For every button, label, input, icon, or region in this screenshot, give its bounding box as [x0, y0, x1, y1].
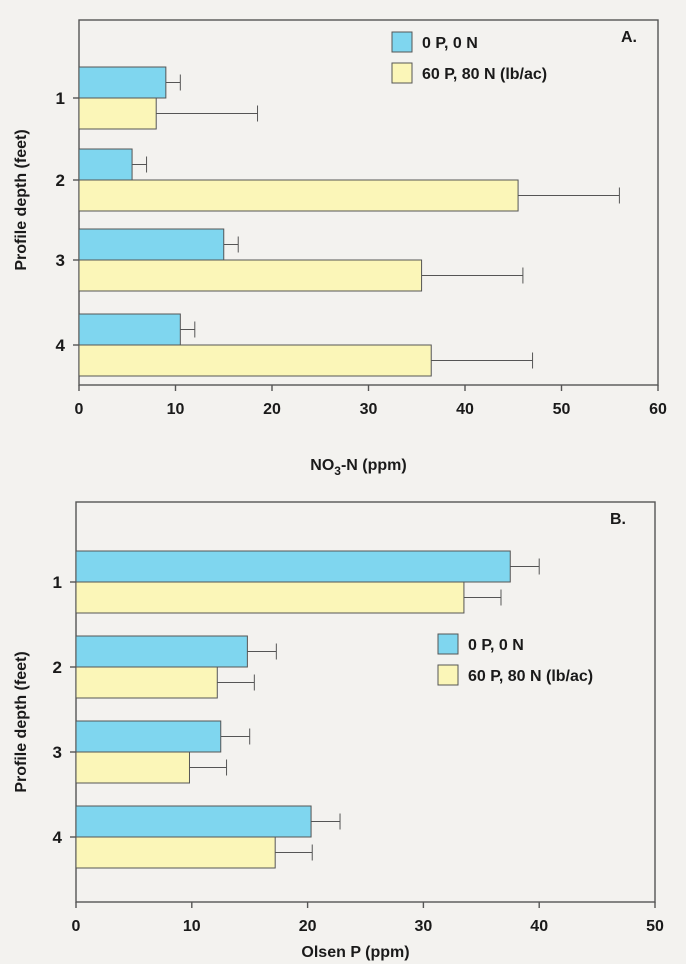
y-axis-title: Profile depth (feet): [13, 651, 30, 792]
x-tick-label: 40: [530, 918, 548, 935]
x-tick-label: 50: [646, 918, 664, 935]
x-axis-title-rest: -N (ppm): [341, 457, 407, 474]
legend-label-fertilized: 60 P, 80 N (lb/ac): [468, 668, 593, 685]
bar-fertilized-depth-2: [78, 179, 519, 212]
x-tick-label: 0: [75, 401, 84, 418]
y-category-label: 2: [53, 658, 62, 677]
legend-swatch-fertilized: [437, 664, 459, 686]
x-tick-label: 10: [183, 918, 201, 935]
y-category-label: 3: [53, 743, 62, 762]
x-tick-label: 40: [456, 401, 474, 418]
bar-fertilized-depth-2: [75, 666, 218, 699]
bar-control-depth-2: [78, 148, 133, 181]
bar-fertilized-depth-4: [75, 836, 276, 869]
x-tick-label: 50: [553, 401, 571, 418]
plot-frame: [75, 501, 656, 903]
bar-fertilized-depth-1: [75, 581, 465, 614]
x-axis-title-subscript: 3: [334, 464, 341, 478]
legend-swatch-fertilized: [391, 62, 413, 84]
bar-control-depth-1: [75, 550, 511, 583]
x-tick-label: 60: [649, 401, 667, 418]
bar-fertilized-depth-3: [78, 259, 423, 292]
x-tick-label: 0: [72, 918, 81, 935]
bar-fertilized-depth-1: [78, 97, 157, 130]
x-tick-label: 30: [360, 401, 378, 418]
bar-control-depth-4: [78, 313, 181, 346]
x-axis-title: Olsen P (ppm): [301, 944, 409, 961]
legend-swatch-control: [437, 633, 459, 655]
legend-swatch-control: [391, 31, 413, 53]
y-category-label: 2: [56, 171, 65, 190]
y-category-label: 3: [56, 251, 65, 270]
panel-b-chart: 1 2 3 4 0 10 20 30 40 50 Profile depth (feet) Olsen…: [0, 482, 686, 964]
y-category-label: 1: [56, 89, 65, 108]
x-tick-label: 30: [415, 918, 433, 935]
legend-label-control: 0 P, 0 N: [422, 35, 478, 52]
bar-control-depth-1: [78, 66, 167, 99]
bar-control-depth-3: [75, 720, 222, 753]
bar-control-depth-4: [75, 805, 312, 838]
x-tick-label: 20: [299, 918, 317, 935]
bar-control-depth-2: [75, 635, 248, 668]
y-category-label: 1: [53, 573, 62, 592]
bar-fertilized-depth-3: [75, 751, 190, 784]
panel-letter: A.: [621, 29, 637, 46]
x-tick-label: 20: [263, 401, 281, 418]
bar-fertilized-depth-4: [78, 344, 432, 377]
bar-control-depth-3: [78, 228, 225, 261]
x-tick-label: 10: [167, 401, 185, 418]
x-axis-title: NO3-N (ppm): [310, 457, 406, 478]
y-category-label: 4: [56, 336, 66, 355]
panel-a-chart: 1 2 3 4 0 10 20 30 40 50 60 Profile depth (feet) NO3…: [13, 19, 667, 478]
legend-label-control: 0 P, 0 N: [468, 637, 524, 654]
panel-letter: B.: [610, 511, 626, 528]
y-axis-title: Profile depth (feet): [13, 129, 30, 270]
x-axis-title-main: NO: [310, 457, 334, 474]
legend-label-fertilized: 60 P, 80 N (lb/ac): [422, 66, 547, 83]
y-category-label: 4: [53, 828, 63, 847]
